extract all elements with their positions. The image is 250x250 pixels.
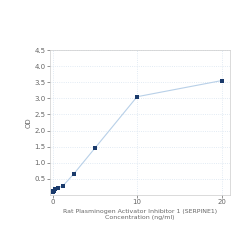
Point (50, 190, 54, 194)
Point (93, 146, 97, 150)
Point (220, 78, 224, 82)
Point (56, 186, 60, 190)
Point (51, 189, 55, 193)
Point (135, 95, 139, 99)
X-axis label: Rat Plasminogen Activator Inhibitor 1 (SERPINE1)
Concentration (ng/ml): Rat Plasminogen Activator Inhibitor 1 (S… (63, 209, 217, 220)
Point (52, 188, 56, 192)
Point (72, 172, 76, 176)
Point (61, 184, 65, 188)
Y-axis label: OD: OD (26, 117, 32, 128)
Point (53, 187, 57, 191)
